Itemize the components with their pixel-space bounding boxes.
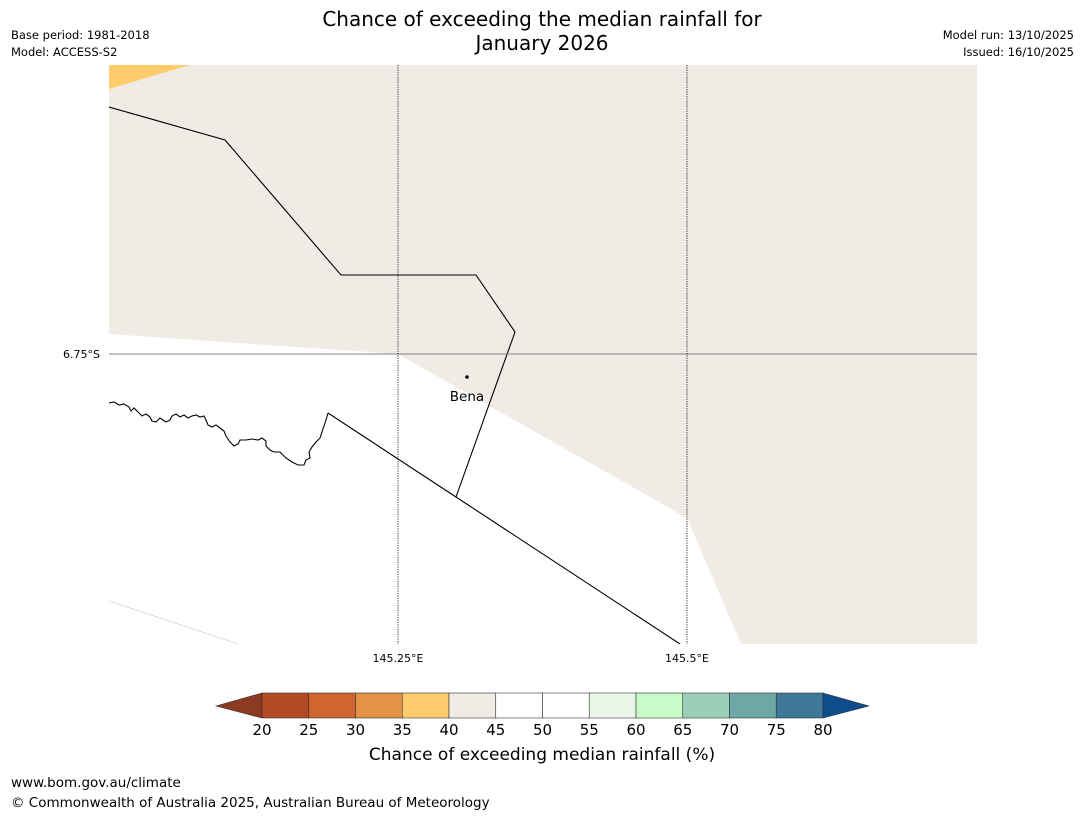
colorbar-bin-75-80 (775, 692, 824, 719)
colorbar-tick-label: 30 (346, 721, 365, 739)
colorbar-bin-70-75 (729, 692, 777, 719)
latitude-label: 6.75°S (63, 348, 100, 361)
model-run: Model run: 13/10/2025 (942, 28, 1074, 42)
colorbar-tick-label: 80 (813, 721, 832, 739)
model-name: Model: ACCESS-S2 (11, 45, 118, 59)
point-marker-icon (465, 375, 469, 379)
category-region-35-40 (109, 65, 190, 89)
colorbar-bin-40-45 (448, 692, 497, 719)
colorbar-bin-20-25 (261, 692, 310, 719)
base-period: Base period: 1981-2018 (11, 28, 150, 42)
contour-line (109, 600, 239, 644)
colorbar-tick-label: 75 (767, 721, 786, 739)
colorbar-bin-50-55 (542, 692, 590, 719)
map-area: Bena (109, 65, 977, 644)
colorbar-over-arrow (822, 692, 871, 719)
colorbar-tick-label: 50 (533, 721, 552, 739)
footer-copyright: © Commonwealth of Australia 2025, Austra… (11, 795, 490, 811)
colorbar-bin-55-60 (588, 692, 637, 719)
colorbar-label: Chance of exceeding median rainfall (%) (368, 745, 716, 765)
colorbar-bin-45-50 (495, 692, 543, 719)
colorbar-bin-65-70 (682, 692, 730, 719)
coastline (109, 401, 329, 466)
colorbar-tick-label: 70 (720, 721, 739, 739)
colorbar: 20 25 30 35 40 45 50 55 60 65 70 75 80 (214, 692, 871, 739)
meta-right: Model run: 13/10/2025 Issued: 16/10/2025 (943, 27, 1074, 61)
colorbar-tick-label: 20 (252, 721, 271, 739)
colorbar-bin-35-40 (401, 692, 450, 719)
place-label-bena: Bena (450, 389, 484, 405)
boundary-line-south (327, 412, 681, 644)
footer-url[interactable]: www.bom.gov.au/climate (11, 775, 181, 791)
colorbar-bin-30-35 (355, 692, 403, 719)
colorbar-tick-label: 55 (580, 721, 599, 739)
map-title: Chance of exceeding the median rainfall … (242, 7, 842, 55)
title-line-2: January 2026 (475, 31, 609, 55)
colorbar-tick-label: 25 (299, 721, 318, 739)
colorbar-tick-label: 35 (393, 721, 412, 739)
colorbar-bin-60-65 (635, 692, 684, 719)
issued-date: Issued: 16/10/2025 (963, 45, 1074, 59)
colorbar-tick-label: 40 (439, 721, 458, 739)
colorbar-under-arrow (214, 692, 263, 719)
longitude-label-145-5: 145.5°E (665, 652, 709, 665)
colorbar-bin-25-30 (308, 692, 356, 719)
colorbar-tick-label: 65 (673, 721, 692, 739)
meta-left: Base period: 1981-2018 Model: ACCESS-S2 (11, 27, 150, 61)
longitude-label-145-25: 145.25°E (373, 652, 424, 665)
boundary-line-north (109, 106, 516, 498)
colorbar-tick-label: 45 (486, 721, 505, 739)
title-line-1: Chance of exceeding the median rainfall … (322, 7, 762, 31)
colorbar-tick-label: 60 (626, 721, 645, 739)
